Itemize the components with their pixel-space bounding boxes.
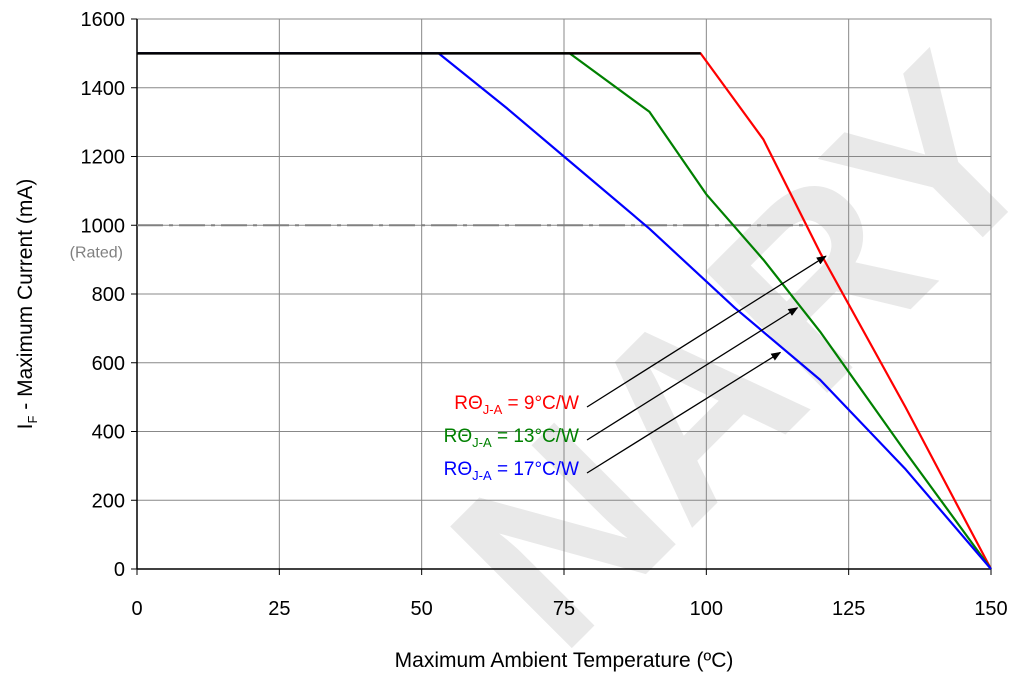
series-line-2: [137, 52, 992, 570]
y-axis-title-rest: - Maximum Current (mA): [14, 179, 37, 416]
annotation-arrow-1: [586, 255, 827, 408]
annotation-label-value: = 9°C/W: [502, 393, 579, 414]
x-tick-label: 150: [974, 598, 1007, 620]
annotation-label-2: RΘJ-A = 13°C/W: [444, 426, 579, 450]
annotation-label-3: RΘJ-A = 17°C/W: [444, 459, 579, 483]
annotation-arrow-2: [586, 307, 799, 441]
y-tick-label: 1600: [81, 9, 126, 31]
y-tick-label: 0: [114, 559, 125, 581]
annotation-label-sub: J-A: [483, 402, 503, 417]
annotation-label-1: RΘJ-A = 9°C/W: [454, 393, 579, 417]
y-tick-label: 1000: [81, 215, 126, 237]
x-tick-label: 125: [832, 598, 865, 620]
y-axis-title-main: I: [14, 423, 37, 429]
y-tick-label: 800: [92, 284, 125, 306]
x-axis-title: Maximum Ambient Temperature (ºC): [395, 649, 734, 672]
x-tick-label: 75: [553, 598, 575, 620]
annotation-label-value: = 17°C/W: [492, 459, 579, 480]
y-tick-label: 1200: [81, 147, 126, 169]
annotation-arrow-3: [586, 351, 782, 474]
grid: [137, 19, 991, 569]
tick-labels: 0 25 50 75 100 125 150 0 200 400 600 800 1000 1200 140…: [81, 9, 1008, 620]
x-tick-label: 25: [268, 598, 290, 620]
x-tick-label: 50: [411, 598, 433, 620]
y-axis-title-sub: F: [25, 415, 40, 423]
annotation-label-prefix: RΘ: [444, 426, 473, 447]
watermark: NARY: [400, 6, 1020, 674]
annotation-label-sub: J-A: [472, 468, 492, 483]
y-tick-label: 200: [92, 490, 125, 512]
annotation-label-sub: J-A: [472, 435, 492, 450]
y-tick-label: 400: [92, 422, 125, 444]
y-tick-label: 1400: [81, 78, 126, 100]
series-line-3: [137, 52, 992, 570]
annotation-label-value: = 13°C/W: [492, 426, 579, 447]
series-lines: [137, 52, 992, 570]
y-tick-label: 600: [92, 353, 125, 375]
annotation-label-prefix: RΘ: [454, 393, 483, 414]
x-tick-label: 0: [131, 598, 142, 620]
annotation-label-prefix: RΘ: [444, 459, 473, 480]
x-tick-label: 100: [690, 598, 723, 620]
rated-label: (Rated): [70, 244, 123, 261]
y-axis-title: IF - Maximum Current (mA): [14, 179, 40, 430]
